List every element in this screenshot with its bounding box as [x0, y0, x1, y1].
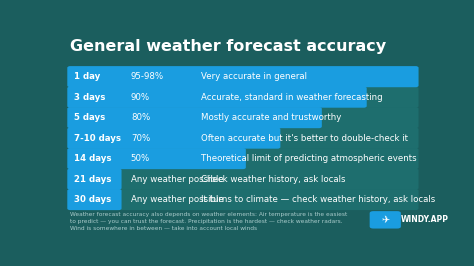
Text: Often accurate but it's better to double-check it: Often accurate but it's better to double… [201, 134, 408, 143]
FancyBboxPatch shape [67, 107, 419, 128]
FancyBboxPatch shape [67, 66, 419, 87]
FancyBboxPatch shape [370, 211, 401, 228]
Text: 30 days: 30 days [74, 195, 111, 204]
Text: WINDY.APP: WINDY.APP [401, 215, 449, 224]
FancyBboxPatch shape [67, 107, 322, 128]
FancyBboxPatch shape [67, 169, 121, 190]
Text: General weather forecast accuracy: General weather forecast accuracy [70, 39, 386, 54]
Text: 95-98%: 95-98% [131, 72, 164, 81]
FancyBboxPatch shape [67, 87, 367, 108]
Text: Weather forecast accuracy also depends on weather elements: Air temperature is t: Weather forecast accuracy also depends o… [70, 212, 347, 231]
Text: 21 days: 21 days [74, 174, 111, 184]
Text: Any weather possible: Any weather possible [131, 174, 224, 184]
Text: 80%: 80% [131, 113, 150, 122]
Text: It turns to climate — check weather history, ask locals: It turns to climate — check weather hist… [201, 195, 435, 204]
FancyBboxPatch shape [67, 87, 419, 108]
Text: 1 day: 1 day [74, 72, 100, 81]
FancyBboxPatch shape [67, 189, 419, 210]
FancyBboxPatch shape [67, 148, 246, 169]
Text: Very accurate in general: Very accurate in general [201, 72, 307, 81]
Text: 14 days: 14 days [74, 154, 111, 163]
Text: 3 days: 3 days [74, 93, 105, 102]
FancyBboxPatch shape [67, 169, 419, 190]
Text: 7-10 days: 7-10 days [74, 134, 121, 143]
Text: Check weather history, ask locals: Check weather history, ask locals [201, 174, 345, 184]
Text: Any weather possible: Any weather possible [131, 195, 224, 204]
FancyBboxPatch shape [67, 148, 419, 169]
Text: Accurate, standard in weather forecasting: Accurate, standard in weather forecastin… [201, 93, 383, 102]
FancyBboxPatch shape [67, 66, 419, 87]
Text: Mostly accurate and trustworthy: Mostly accurate and trustworthy [201, 113, 341, 122]
Text: 90%: 90% [131, 93, 150, 102]
Text: ✈: ✈ [381, 215, 389, 225]
FancyBboxPatch shape [67, 128, 419, 149]
Text: 50%: 50% [131, 154, 150, 163]
Text: 70%: 70% [131, 134, 150, 143]
Text: Theoretical limit of predicting atmospheric events: Theoretical limit of predicting atmosphe… [201, 154, 416, 163]
FancyBboxPatch shape [67, 189, 121, 210]
Text: 5 days: 5 days [74, 113, 105, 122]
FancyBboxPatch shape [67, 128, 281, 149]
